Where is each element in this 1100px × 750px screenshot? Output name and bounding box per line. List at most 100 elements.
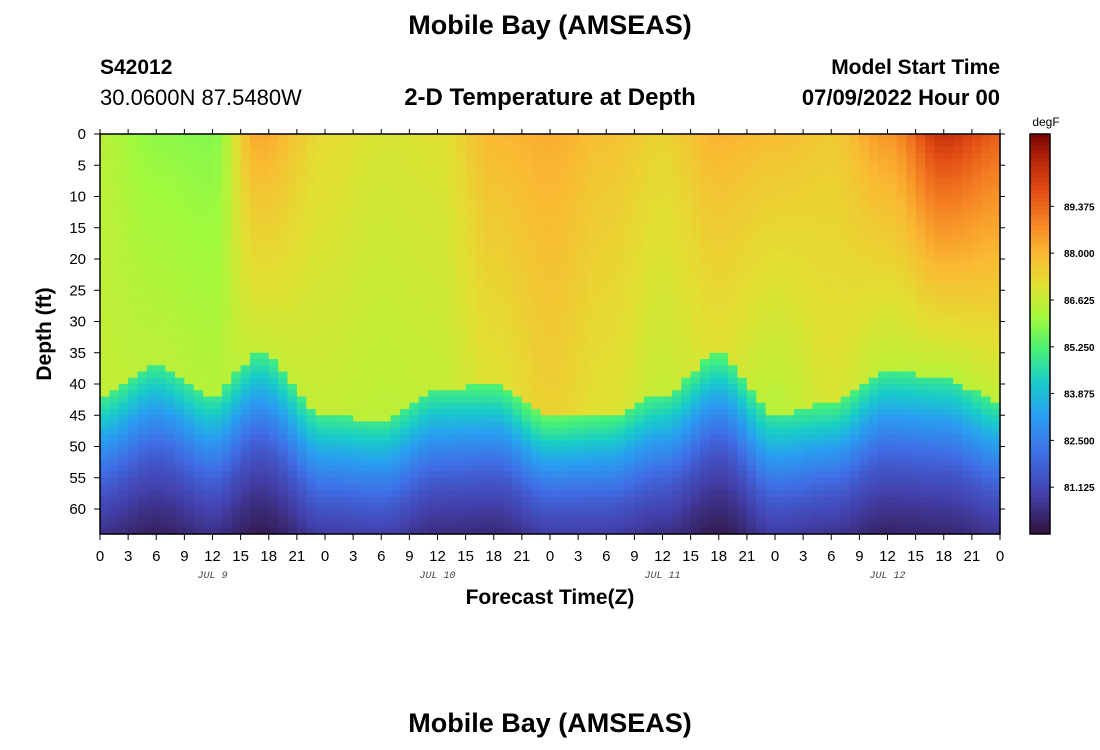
heatmap-cell — [165, 427, 176, 435]
heatmap-cell — [118, 365, 129, 373]
heatmap-cell — [718, 415, 729, 423]
heatmap-cell — [756, 159, 767, 166]
heatmap-cell — [165, 384, 176, 391]
heatmap-cell — [390, 284, 401, 291]
heatmap-cell — [100, 415, 110, 423]
heatmap-cell — [353, 440, 364, 448]
heatmap-cell — [662, 465, 673, 473]
heatmap-cell — [671, 171, 682, 179]
heatmap-cell — [503, 396, 514, 404]
heatmap-cell — [259, 302, 270, 310]
heatmap-cell — [803, 240, 814, 248]
heatmap-cell — [203, 277, 214, 285]
heatmap-cell — [746, 165, 757, 173]
heatmap-cell — [625, 184, 635, 191]
heatmap-cell — [803, 515, 814, 523]
heatmap-cell — [550, 152, 560, 160]
heatmap-cell — [671, 221, 682, 229]
heatmap-cell — [428, 471, 439, 479]
heatmap-cell — [418, 296, 429, 304]
heatmap-cell — [128, 415, 139, 423]
heatmap-cell — [381, 477, 392, 485]
heatmap-cell — [681, 159, 692, 166]
heatmap-cell — [118, 340, 129, 348]
heatmap-cell — [737, 184, 748, 191]
heatmap-cell — [484, 452, 495, 460]
heatmap-cell — [128, 502, 139, 510]
heatmap-cell — [606, 521, 617, 529]
heatmap-cell — [737, 490, 748, 498]
heatmap-cell — [203, 465, 214, 473]
heatmap-cell — [606, 315, 617, 323]
heatmap-cell — [446, 215, 457, 223]
heatmap-cell — [531, 521, 542, 529]
heatmap-cell — [175, 140, 185, 148]
heatmap-cell — [193, 259, 204, 266]
heatmap-cell — [400, 402, 410, 410]
heatmap-cell — [475, 496, 485, 504]
heatmap-cell — [765, 234, 776, 241]
heatmap-cell — [100, 221, 110, 229]
heatmap-cell — [559, 527, 570, 535]
heatmap-cell — [268, 459, 279, 466]
heatmap-cell — [100, 509, 110, 516]
heatmap-cell — [400, 477, 410, 485]
heatmap-cell — [250, 146, 260, 154]
heatmap-cell — [559, 309, 570, 316]
heatmap-cell — [793, 140, 804, 148]
heatmap-cell — [634, 240, 645, 248]
heatmap-cell — [606, 146, 617, 154]
heatmap-cell — [259, 165, 270, 173]
heatmap-cell — [418, 252, 429, 260]
heatmap-cell — [100, 259, 110, 266]
heatmap-cell — [653, 365, 664, 373]
heatmap-cell — [212, 309, 223, 316]
heatmap-cell — [484, 446, 495, 454]
heatmap-cell — [362, 246, 373, 254]
heatmap-cell — [418, 227, 429, 235]
heatmap-cell — [540, 446, 551, 454]
heatmap-cell — [653, 134, 664, 141]
heatmap-cell — [100, 246, 110, 254]
heatmap-cell — [578, 177, 589, 185]
heatmap-cell — [775, 465, 785, 473]
heatmap-cell — [690, 315, 701, 323]
heatmap-cell — [362, 165, 373, 173]
heatmap-cell — [137, 271, 148, 279]
heatmap-cell — [118, 496, 129, 504]
heatmap-cell — [118, 384, 129, 391]
heatmap-cell — [662, 202, 673, 210]
heatmap-cell — [606, 171, 617, 179]
heatmap-cell — [118, 471, 129, 479]
heatmap-cell — [250, 271, 260, 279]
heatmap-cell — [381, 265, 392, 273]
heatmap-cell — [803, 509, 814, 516]
heatmap-cell — [231, 171, 242, 179]
heatmap-cell — [231, 384, 242, 391]
heatmap-cell — [334, 496, 345, 504]
heatmap-cell — [109, 484, 120, 491]
heatmap-cell — [625, 490, 635, 498]
heatmap-cell — [756, 315, 767, 323]
heatmap-cell — [465, 359, 476, 366]
heatmap-cell — [578, 509, 589, 516]
heatmap-cell — [371, 477, 382, 485]
heatmap-cell — [803, 409, 814, 416]
heatmap-cell — [343, 277, 354, 285]
heatmap-cell — [493, 409, 504, 416]
heatmap-cell — [409, 415, 420, 423]
heatmap-cell — [671, 321, 682, 329]
heatmap-cell — [671, 202, 682, 210]
heatmap-cell — [456, 434, 467, 441]
heatmap-cell — [718, 496, 729, 504]
heatmap-cell — [634, 390, 645, 398]
heatmap-cell — [212, 252, 223, 260]
heatmap-cell — [775, 177, 785, 185]
heatmap-cell — [512, 171, 523, 179]
heatmap-cell — [381, 184, 392, 191]
heatmap-cell — [231, 402, 242, 410]
heatmap-cell — [493, 146, 504, 154]
heatmap-cell — [540, 527, 551, 535]
heatmap-cell — [465, 315, 476, 323]
heatmap-cell — [596, 321, 607, 329]
